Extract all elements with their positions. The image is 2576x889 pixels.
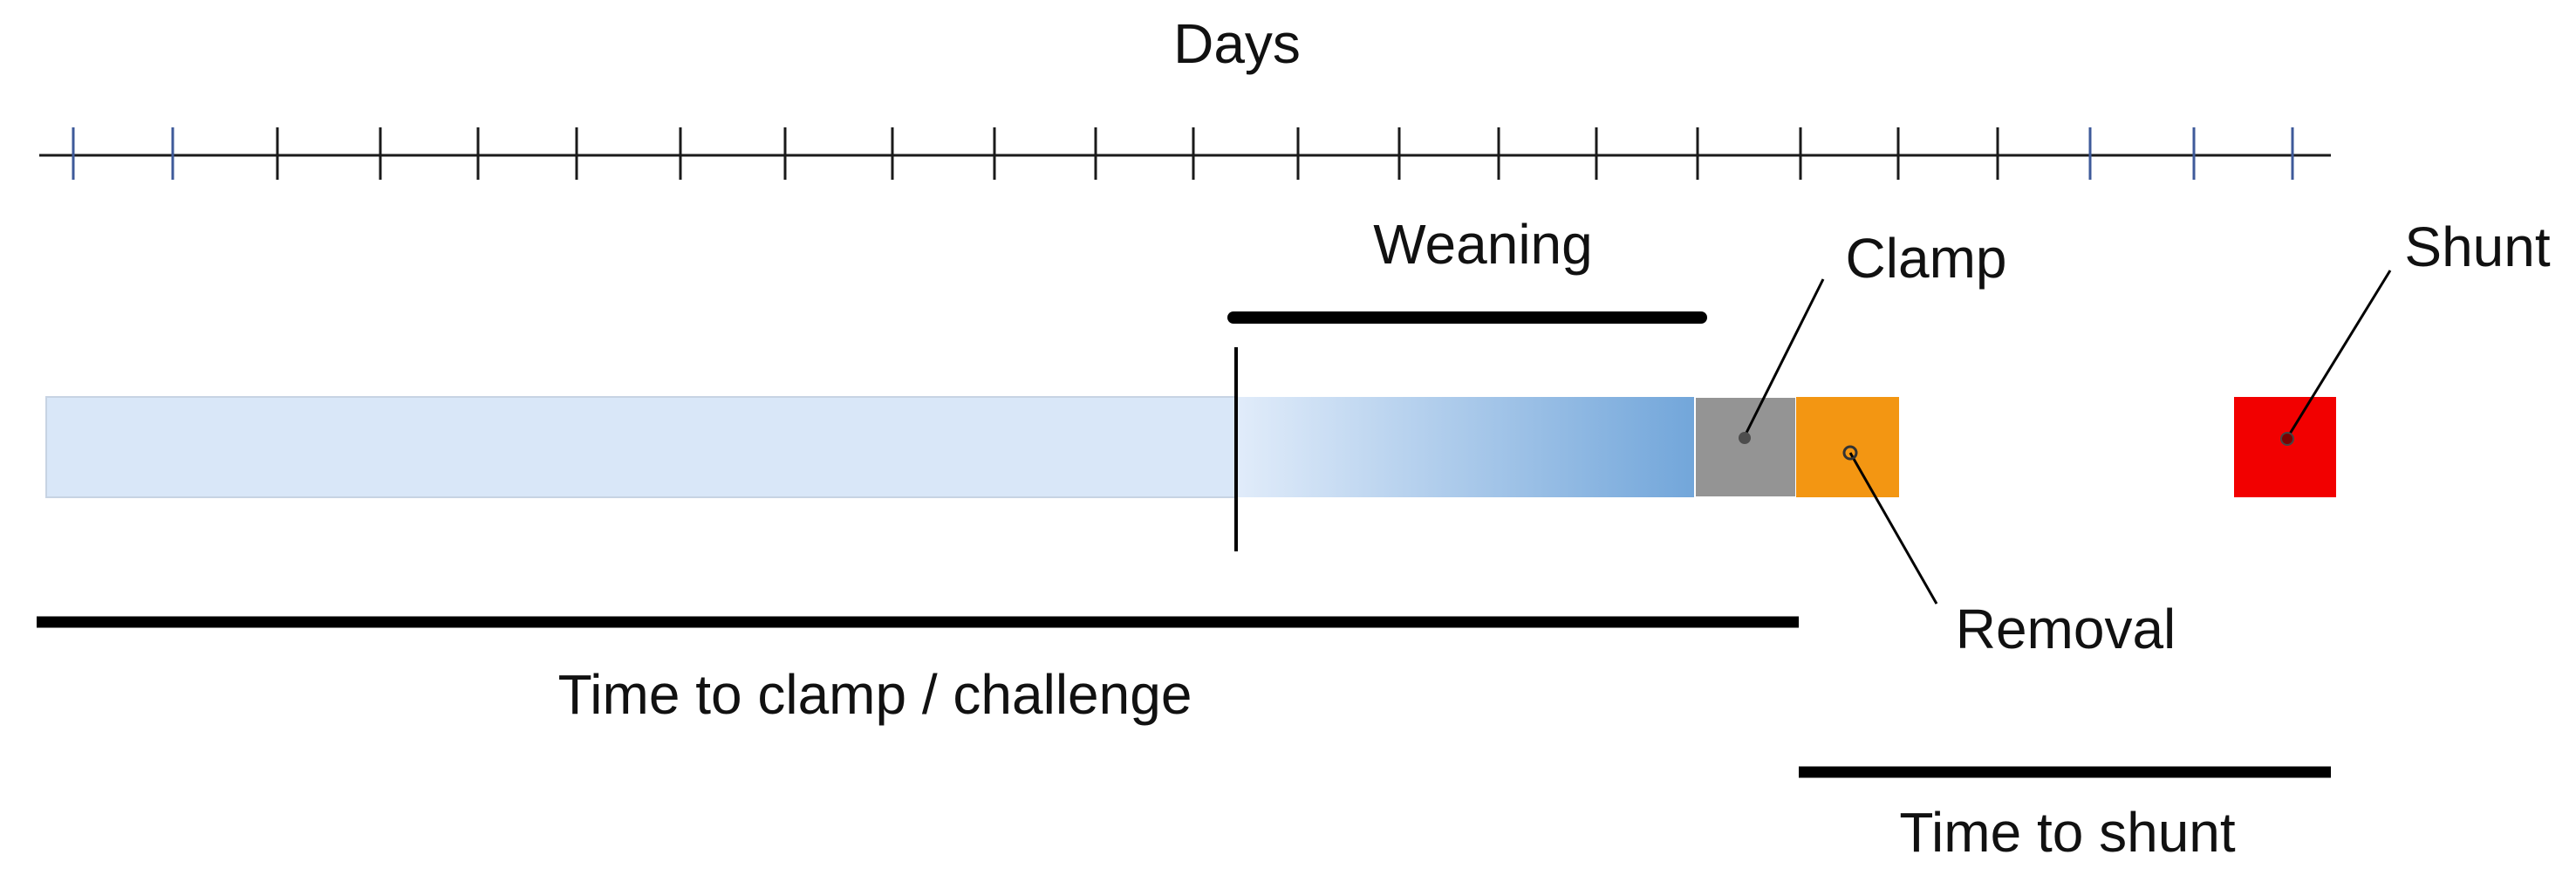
weaning-label: Weaning xyxy=(1373,213,1592,276)
axis-ticks xyxy=(72,127,2294,180)
time-to-clamp-label: Time to clamp / challenge xyxy=(558,663,1192,726)
removal-label: Removal xyxy=(1956,598,2176,660)
removal-leader-line xyxy=(1848,452,1938,605)
clamp-leader-line xyxy=(1743,278,1825,437)
shunt-marker xyxy=(2280,432,2294,446)
clamp-callout: Clamp xyxy=(1739,227,2006,444)
clamp-marker xyxy=(1739,432,1751,444)
removal-callout: Removal xyxy=(1842,445,2176,660)
weaning-period-bar xyxy=(1236,397,1695,497)
shunt-label: Shunt xyxy=(2404,215,2550,278)
clamp-block xyxy=(1694,396,1797,498)
shunt-callout: Shunt xyxy=(2280,215,2551,446)
time-to-shunt-label: Time to shunt xyxy=(1899,801,2236,864)
timeline-bar xyxy=(45,347,2336,551)
baseline-period-bar xyxy=(45,396,1237,498)
shunt-leader-line xyxy=(2286,270,2392,439)
days-title: Days xyxy=(1173,12,1301,75)
clamp-label: Clamp xyxy=(1846,227,2007,290)
shunt-block xyxy=(2234,397,2336,497)
removal-marker xyxy=(1842,445,1858,461)
days-axis xyxy=(39,127,2331,180)
